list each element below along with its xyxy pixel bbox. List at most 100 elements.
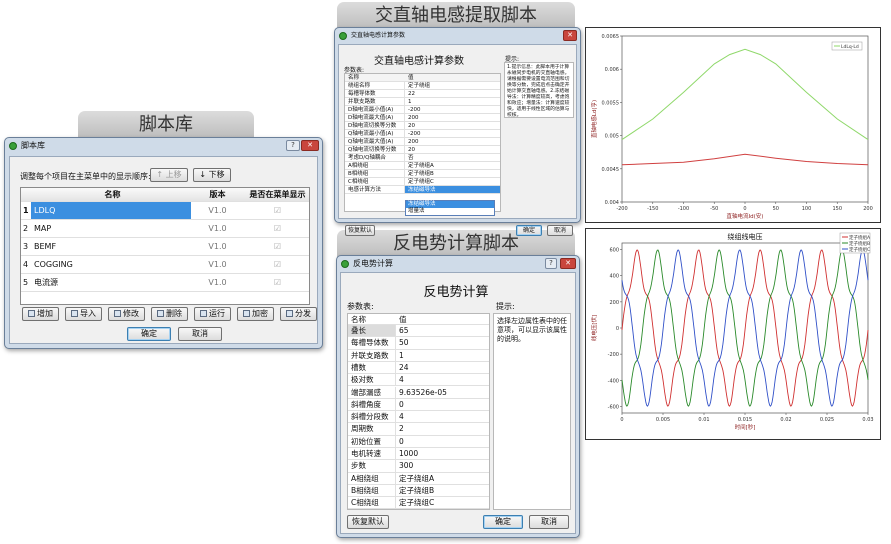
param-value[interactable]: 定子绕组A xyxy=(408,163,434,169)
param-row[interactable]: 每槽导体数 50 xyxy=(348,337,489,350)
param-row[interactable]: 斜槽分段数 4 xyxy=(348,411,489,424)
param-value[interactable]: 200 xyxy=(408,115,419,121)
param-value[interactable]: 20 xyxy=(408,147,415,153)
param-value[interactable]: 65 xyxy=(399,326,409,335)
row-name: COGGING xyxy=(34,260,73,269)
encrypt-button[interactable]: 加密 xyxy=(237,307,274,321)
param-value[interactable]: 200 xyxy=(408,139,419,145)
table-row[interactable]: 5 电流源 V1.0 ☑ xyxy=(21,274,309,292)
dropdown-list[interactable]: 冻结磁导法 增量法 xyxy=(405,200,495,216)
param-value[interactable]: 20 xyxy=(408,123,415,129)
param-row[interactable]: A相绕组 定子绕组A xyxy=(345,162,500,170)
param-value[interactable]: 定子绕组C xyxy=(399,498,435,508)
param-value[interactable]: 0 xyxy=(399,436,404,446)
param-row[interactable]: B相绕组 定子绕组B xyxy=(348,484,489,498)
shown-checkbox[interactable]: ☑ xyxy=(273,278,282,287)
close-button[interactable]: ✕ xyxy=(301,140,319,151)
param-value[interactable]: -200 xyxy=(408,107,421,113)
help-button[interactable]: ? xyxy=(286,140,300,151)
close-button[interactable]: ✕ xyxy=(563,30,577,41)
param-row[interactable]: D轴电流最大值(A) 200 xyxy=(345,114,500,122)
reset-button[interactable]: 恢复默认 xyxy=(347,515,389,529)
move-down-button[interactable]: ↓ 下移 xyxy=(193,168,231,182)
param-value[interactable]: 定子绕组B xyxy=(399,485,435,495)
param-value[interactable]: 2 xyxy=(399,424,404,434)
param-row[interactable]: 周期数 2 xyxy=(348,423,489,436)
ok-button[interactable]: 确定 xyxy=(516,225,542,236)
param-value[interactable]: 否 xyxy=(408,155,414,161)
distribute-button[interactable]: 分发 xyxy=(280,307,317,321)
param-row[interactable]: 步数 300 xyxy=(348,460,489,473)
add-button[interactable]: 增加 xyxy=(22,307,59,321)
param-row[interactable]: 电感计算方法 冻结磁导法 xyxy=(345,186,500,194)
param-row[interactable]: 叠长 65 xyxy=(348,325,489,338)
shown-checkbox[interactable]: ☑ xyxy=(273,224,282,233)
param-row[interactable]: 端部漏感 9.63526e-05 xyxy=(348,386,489,399)
ok-button[interactable]: 确定 xyxy=(127,327,171,341)
shown-checkbox[interactable]: ☑ xyxy=(273,260,282,269)
param-row[interactable]: 斜槽角度 0 xyxy=(348,398,489,412)
param-row[interactable]: Q轴电流切换等分数 20 xyxy=(345,146,500,154)
param-value[interactable]: 1 xyxy=(408,99,412,105)
param-row[interactable]: A相绕组 定子绕组A xyxy=(348,472,489,485)
param-row[interactable]: D轴电流切换等分数 20 xyxy=(345,122,500,130)
move-up-button[interactable]: ↑ 上移 xyxy=(150,168,188,182)
legend-label: 定子绕组A xyxy=(849,234,871,241)
cancel-button[interactable]: 取消 xyxy=(529,515,569,529)
param-row[interactable]: 极对数 4 xyxy=(348,374,489,387)
param-value[interactable]: 4 xyxy=(399,375,404,385)
grid-header: 名称 值 xyxy=(345,74,500,82)
param-row[interactable]: 绕组名称 定子绕组 xyxy=(345,82,500,90)
param-value[interactable]: 0 xyxy=(399,399,404,409)
shown-checkbox[interactable]: ☑ xyxy=(273,206,282,215)
import-button[interactable]: 导入 xyxy=(65,307,102,321)
cancel-button[interactable]: 取消 xyxy=(547,225,573,236)
delete-button[interactable]: 删除 xyxy=(151,307,188,321)
param-row[interactable]: D轴电流最小值(A) -200 xyxy=(345,106,500,114)
x-tick-label: 0.02 xyxy=(780,417,791,423)
cancel-button[interactable]: 取消 xyxy=(178,327,222,341)
param-row[interactable]: 初始位置 0 xyxy=(348,435,489,448)
reset-button[interactable]: 恢复默认 xyxy=(345,225,375,236)
param-row[interactable]: C相绕组 定子绕组C xyxy=(348,497,489,510)
table-row[interactable]: 2 MAP V1.0 ☑ xyxy=(21,220,309,238)
param-row[interactable]: B相绕组 定子绕组B xyxy=(345,170,500,178)
param-row[interactable]: 电机转速 1000 xyxy=(348,448,489,461)
param-row[interactable]: 并联支路数 1 xyxy=(345,98,500,106)
param-value[interactable]: 1 xyxy=(399,350,404,360)
param-row[interactable]: 每槽导体数 22 xyxy=(345,90,500,98)
param-row[interactable]: Q轴电流最小值(A) -200 xyxy=(345,130,500,138)
param-value[interactable]: 定子绕组B xyxy=(408,171,434,177)
shown-checkbox[interactable]: ☑ xyxy=(273,242,282,251)
param-row[interactable]: C相绕组 定子绕组C xyxy=(345,178,500,186)
param-row[interactable]: 槽数 24 xyxy=(348,361,489,375)
table-row[interactable]: 3 BEMF V1.0 ☑ xyxy=(21,238,309,256)
param-row[interactable]: 考虑D/Q轴耦合否 xyxy=(345,154,500,162)
param-value[interactable]: 24 xyxy=(399,362,409,372)
param-value[interactable]: 定子绕组C xyxy=(408,179,434,185)
param-name: 电感计算方法 xyxy=(345,186,405,193)
param-value[interactable]: 4 xyxy=(399,412,404,422)
param-value[interactable]: 1000 xyxy=(399,449,419,458)
param-value[interactable]: 定子绕组 xyxy=(408,83,431,89)
param-value[interactable]: 9.63526e-05 xyxy=(399,387,447,397)
dropdown-option[interactable]: 冻结磁导法 xyxy=(406,201,494,208)
param-value[interactable]: 300 xyxy=(399,461,414,471)
param-row[interactable]: 并联支路数 1 xyxy=(348,349,489,362)
param-value[interactable]: 冻结磁导法 xyxy=(405,186,500,193)
help-button[interactable]: ? xyxy=(545,258,557,269)
legend-box xyxy=(831,41,863,51)
dropdown-option[interactable]: 增量法 xyxy=(408,208,425,214)
table-row[interactable]: 1 LDLQ V1.0 ☑ xyxy=(21,202,309,220)
param-value[interactable]: 定子绕组A xyxy=(399,473,435,483)
edit-button[interactable]: 修改 xyxy=(108,307,145,321)
close-button[interactable]: ✕ xyxy=(560,258,576,269)
param-row[interactable]: Q轴电流最大值(A) 200 xyxy=(345,138,500,146)
param-value[interactable]: -200 xyxy=(408,131,421,137)
run-button[interactable]: 运行 xyxy=(194,307,231,321)
param-value[interactable]: 50 xyxy=(399,338,409,348)
param-value[interactable]: 22 xyxy=(408,91,415,97)
table-row[interactable]: 4 COGGING V1.0 ☑ xyxy=(21,256,309,274)
ok-button[interactable]: 确定 xyxy=(483,515,523,529)
import-icon xyxy=(71,310,78,317)
